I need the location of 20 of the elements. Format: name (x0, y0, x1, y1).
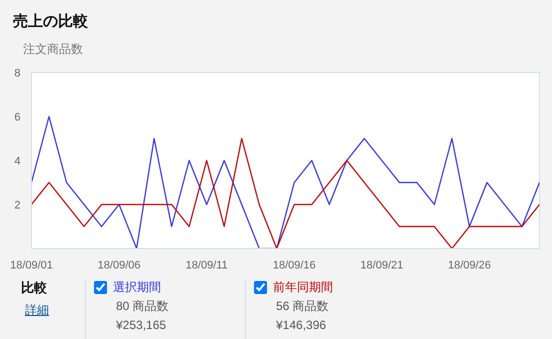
text: ¥253,165 (116, 317, 168, 334)
text: 56 商品数 (276, 298, 330, 316)
x-tick-label: 18/09/26 (448, 260, 491, 272)
y-tick-label: 4 (14, 156, 21, 168)
y-tick-label: 2 (14, 200, 21, 212)
text: 詳細 (25, 302, 49, 319)
text: 比較 (21, 279, 48, 297)
text: 前年同期間 (273, 280, 333, 294)
x-tick-label: 18/09/11 (186, 260, 228, 272)
x-tick-label: 18/09/01 (10, 260, 53, 272)
y-tick-label: 8 (14, 68, 21, 80)
x-tick-label: 18/09/16 (272, 260, 316, 272)
y-axis-title: 注文商品数 (23, 41, 83, 58)
text: 選択期間 (113, 280, 161, 294)
x-tick-label: 18/09/06 (98, 260, 141, 272)
y-tick-label: 6 (14, 112, 21, 124)
text: ¥146,396 (276, 317, 328, 334)
x-tick-label: 18/09/21 (360, 260, 404, 272)
chart-title: 売上の比較 (13, 12, 88, 32)
text: 80 商品数 (116, 298, 169, 316)
